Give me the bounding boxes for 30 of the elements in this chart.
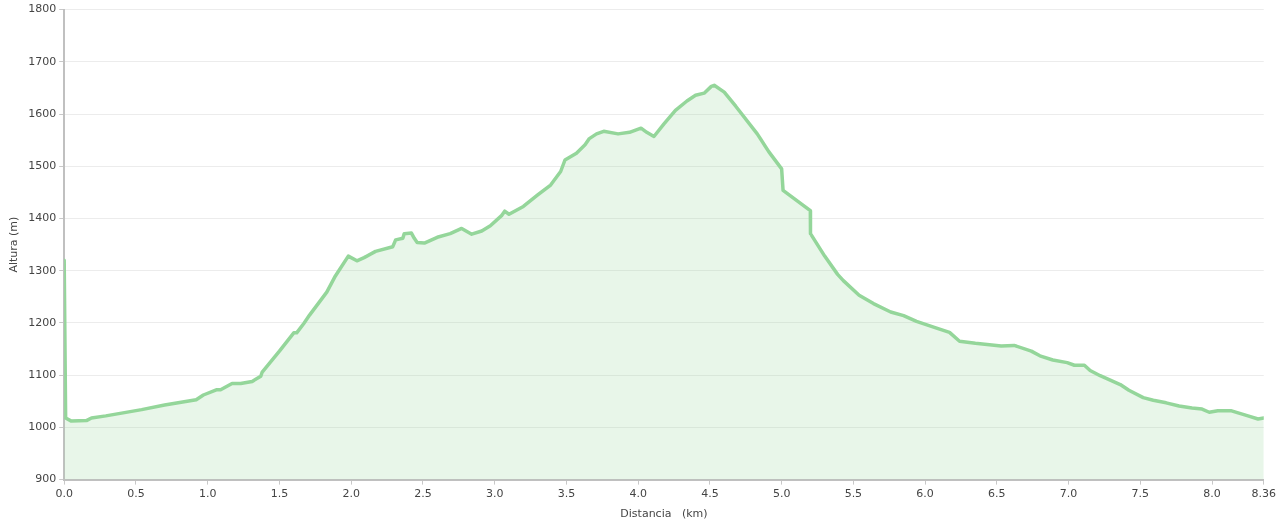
x-tick-label: 6.0	[916, 487, 934, 501]
y-tick-label: 1200	[28, 315, 57, 329]
x-axis-title: Distancia (km)	[620, 507, 708, 521]
y-tick-label: 1400	[28, 211, 57, 225]
x-tick-label: 3.5	[557, 487, 576, 501]
x-tick-label: 8.36	[1251, 487, 1276, 501]
y-tick-label: 1700	[28, 54, 57, 68]
y-tick-label: 1600	[28, 106, 57, 120]
x-tick-label: 2.0	[342, 487, 360, 501]
x-tick-label: 6.5	[988, 487, 1006, 501]
x-tick-label: 5.0	[772, 487, 791, 501]
x-tick-label: 0.5	[127, 487, 145, 501]
x-tick-label: 0.0	[55, 487, 73, 501]
x-tick-label: 4.0	[629, 487, 647, 501]
x-tick-label: 7.5	[1131, 487, 1150, 501]
y-tick-label: 900	[35, 472, 57, 486]
x-tick-label: 1.0	[198, 487, 217, 501]
x-tick-label: 7.0	[1059, 487, 1078, 501]
x-tick-label: 1.5	[270, 487, 289, 501]
y-tick-label: 1300	[28, 263, 57, 277]
x-tick-label: 5.5	[844, 487, 863, 501]
y-tick-label: 1000	[28, 420, 57, 434]
x-tick-label: 8.0	[1203, 487, 1221, 501]
x-tick-label: 4.5	[701, 487, 719, 501]
x-tick-label: 3.0	[485, 487, 504, 501]
y-tick-label: 1800	[28, 2, 57, 16]
y-axis-title: Altura (m)	[7, 216, 21, 273]
x-tick-label: 2.5	[414, 487, 432, 501]
y-tick-label: 1100	[28, 368, 57, 382]
y-tick-label: 1500	[28, 159, 57, 173]
